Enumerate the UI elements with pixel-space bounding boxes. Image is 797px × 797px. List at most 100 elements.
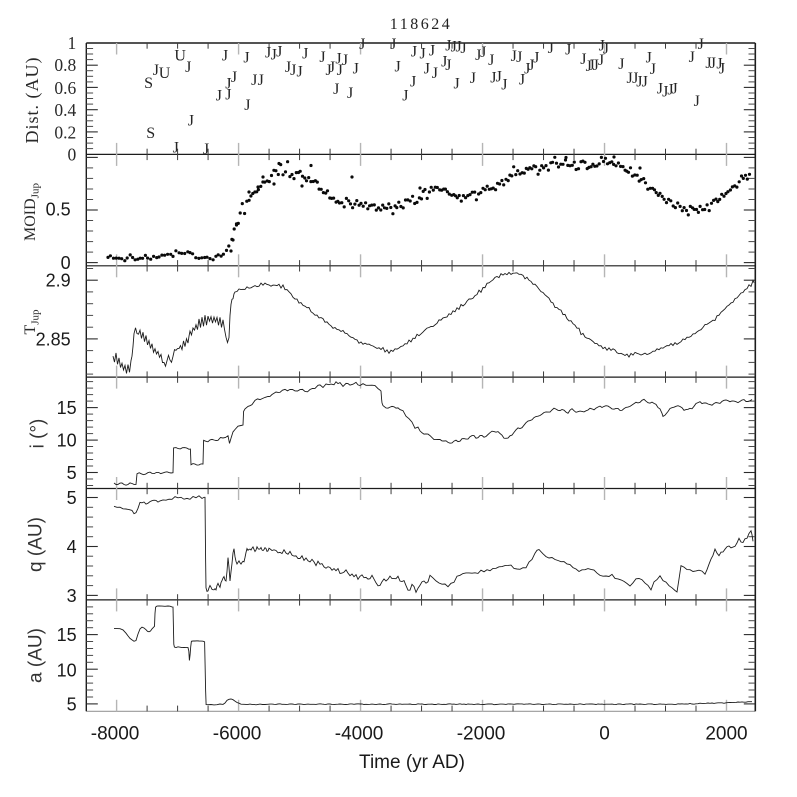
svg-text:J: J (642, 73, 648, 90)
svg-text:J: J (225, 76, 231, 93)
svg-text:J: J (244, 97, 250, 114)
svg-text:J: J (490, 69, 496, 86)
svg-text:q (AU): q (AU) (26, 517, 47, 572)
svg-text:J: J (258, 72, 264, 89)
svg-text:J: J (598, 52, 604, 69)
svg-text:10: 10 (57, 660, 77, 680)
svg-text:J: J (231, 69, 237, 86)
svg-text:15: 15 (57, 625, 77, 645)
svg-text:J: J (265, 45, 271, 62)
svg-text:0.6: 0.6 (54, 78, 76, 98)
svg-text:J: J (402, 88, 408, 105)
svg-text:J: J (580, 51, 586, 68)
svg-text:2.9: 2.9 (46, 271, 71, 291)
svg-text:J: J (671, 81, 677, 98)
svg-text:J: J (662, 84, 668, 101)
svg-text:J: J (519, 71, 525, 88)
svg-text:J: J (593, 57, 599, 74)
svg-text:J: J (565, 42, 571, 59)
svg-text:4: 4 (67, 537, 77, 557)
svg-text:J: J (586, 58, 592, 75)
svg-text:J: J (188, 112, 194, 129)
svg-text:J: J (710, 55, 716, 72)
svg-text:J: J (342, 52, 348, 69)
svg-text:J: J (429, 43, 435, 60)
svg-text:5: 5 (67, 463, 77, 483)
svg-text:U: U (174, 48, 186, 65)
svg-text:J: J (451, 39, 457, 56)
svg-text:0: 0 (61, 253, 71, 273)
svg-text:J: J (329, 59, 335, 76)
svg-text:J: J (337, 62, 343, 79)
svg-text:J: J (524, 60, 530, 77)
svg-text:Dist. (AU): Dist. (AU) (22, 57, 43, 144)
svg-text:J: J (516, 49, 522, 66)
svg-text:J: J (716, 56, 722, 73)
svg-text:J: J (394, 58, 400, 75)
svg-text:J: J (501, 77, 507, 94)
svg-text:0.4: 0.4 (54, 100, 76, 120)
svg-text:J: J (296, 64, 302, 81)
svg-text:J: J (626, 70, 632, 87)
svg-text:J: J (432, 65, 438, 82)
svg-text:J: J (445, 37, 451, 54)
svg-text:-2000: -2000 (457, 724, 506, 745)
svg-text:J: J (588, 57, 594, 74)
svg-text:J: J (689, 49, 695, 66)
svg-text:5: 5 (67, 488, 77, 508)
svg-text:J: J (222, 48, 228, 65)
svg-text:J: J (650, 61, 656, 78)
svg-text:J: J (319, 49, 325, 66)
svg-text:-4000: -4000 (335, 724, 384, 745)
svg-text:0: 0 (68, 144, 77, 164)
svg-text:J: J (153, 62, 159, 79)
svg-text:J: J (353, 61, 359, 78)
svg-text:J: J (705, 55, 711, 72)
svg-text:J: J (445, 57, 451, 74)
svg-text:J: J (347, 85, 353, 102)
svg-text:J: J (325, 62, 331, 79)
svg-text:J: J (694, 93, 700, 110)
svg-text:J: J (475, 47, 481, 64)
svg-text:2.85: 2.85 (36, 329, 71, 349)
svg-text:118624: 118624 (390, 16, 452, 33)
svg-text:J: J (528, 57, 534, 74)
svg-text:S: S (146, 125, 155, 142)
svg-text:0.5: 0.5 (46, 200, 71, 220)
svg-text:J: J (410, 74, 416, 91)
svg-text:J: J (441, 54, 447, 71)
svg-text:J: J (411, 43, 417, 60)
svg-text:J: J (333, 81, 339, 98)
svg-text:J: J (488, 52, 494, 69)
svg-text:0.8: 0.8 (54, 55, 76, 75)
svg-text:J: J (335, 51, 341, 68)
svg-text:2000: 2000 (705, 724, 747, 745)
svg-text:J: J (646, 50, 652, 67)
svg-text:J: J (533, 50, 539, 67)
svg-text:J: J (636, 73, 642, 90)
svg-text:J: J (548, 40, 554, 57)
svg-text:J: J (424, 61, 430, 78)
svg-text:J: J (480, 44, 486, 61)
svg-text:J: J (632, 70, 638, 87)
svg-text:J: J (359, 36, 365, 53)
svg-text:i (°): i (°) (28, 419, 49, 449)
svg-text:J: J (285, 59, 291, 76)
svg-text:Time (yr AD): Time (yr AD) (359, 752, 465, 773)
svg-text:0: 0 (599, 724, 610, 745)
svg-text:S: S (144, 75, 153, 92)
svg-text:J: J (290, 62, 296, 79)
svg-text:5: 5 (67, 694, 77, 714)
svg-text:J: J (453, 75, 459, 92)
svg-text:a (AU): a (AU) (26, 628, 47, 683)
svg-text:J: J (419, 46, 425, 63)
svg-text:J: J (698, 36, 704, 53)
svg-text:J: J (496, 68, 502, 85)
svg-text:J: J (203, 141, 209, 158)
svg-text:J: J (302, 45, 308, 62)
svg-text:J: J (243, 50, 249, 67)
svg-text:1: 1 (68, 33, 77, 53)
svg-text:-6000: -6000 (213, 724, 262, 745)
svg-text:J: J (460, 40, 466, 57)
svg-text:J: J (173, 140, 179, 157)
